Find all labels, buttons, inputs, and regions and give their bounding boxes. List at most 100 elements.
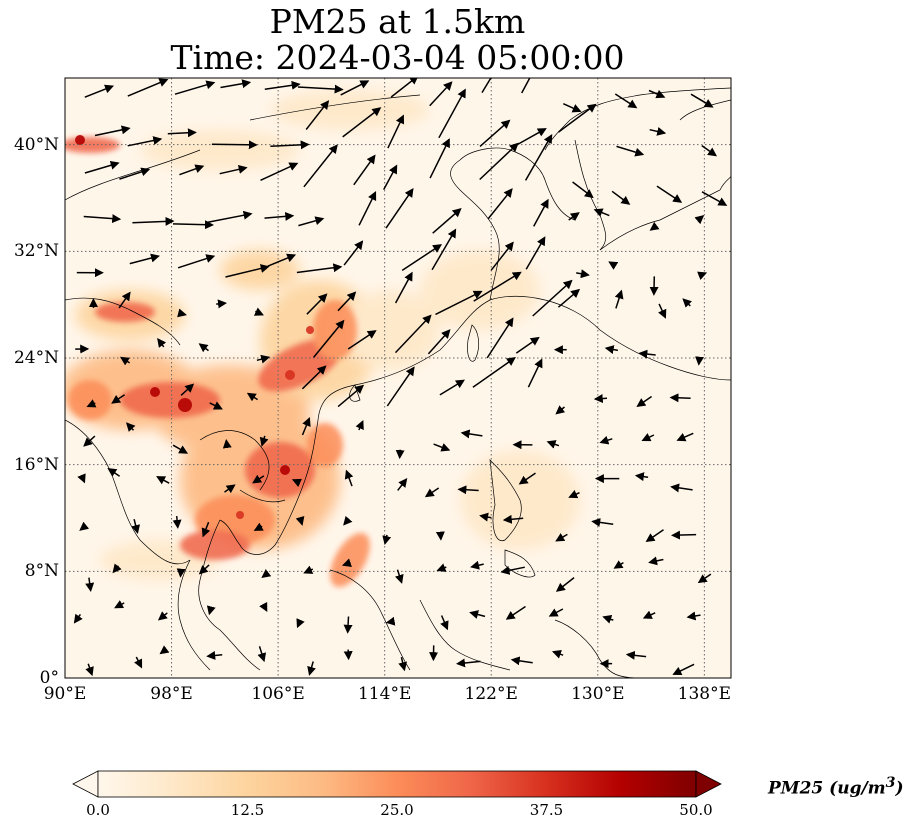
wind-arrow [267,253,297,267]
wind-arrow [385,616,396,626]
wind-arrow [672,663,695,675]
wind-arrow [85,663,94,677]
wind-arrow [505,605,526,620]
map-frame [64,77,732,679]
wind-arrow [642,610,656,619]
wind-arrow [305,100,330,130]
wind-arrow [394,271,413,304]
wind-arrow [291,478,302,488]
wind-arrow [429,81,453,107]
wind-arrow [159,645,170,655]
wind-arrow [649,221,660,231]
wind-arrow [479,119,511,147]
wind-arrow [252,474,265,484]
colorbar-label-close: ) [895,778,904,799]
wind-arrow [157,611,168,621]
wind-arrow [616,145,645,157]
wind-arrow [439,379,465,396]
wind-arrow [387,114,405,149]
wind-arrow [385,187,414,229]
wind-arrow [125,422,136,432]
wind-arrow [427,329,451,355]
wind-arrow [472,357,516,388]
wind-arrow [438,88,466,139]
wind-arrow [206,651,223,660]
wind-arrow [134,656,143,669]
map-title-line2: Time: 2024-03-04 05:00:00 [170,38,625,77]
wind-arrow [432,208,462,234]
wind-arrow [296,618,305,629]
wind-arrow [216,299,227,309]
wind-arrow [562,103,582,113]
wind-arrow [84,160,120,174]
wind-arrow [132,216,175,226]
wind-arrow [568,489,580,499]
wind-arrow [253,307,264,316]
lat-tick-label: 32°N [13,241,59,262]
wind-arrow [701,191,728,206]
wind-arrow [86,399,97,408]
wind-arrow [394,314,432,354]
wind-arrow [172,516,182,529]
wind-arrow [456,658,481,668]
wind-arrow [479,142,519,181]
lon-tick-label: 130°E [571,684,625,704]
wind-arrow [156,476,170,485]
wind-arrow [225,264,270,278]
wind-arrow [546,440,560,449]
colorbar [72,770,722,798]
wind-arrow [172,444,189,454]
wind-arrow [386,366,415,407]
wind-arrow [112,563,122,574]
wind-arrow [341,558,352,567]
wind-arrow [85,577,95,592]
wind-arrow [510,656,533,666]
wind-arrow [697,271,708,280]
colorbar-tick-label: 0.0 [86,801,110,819]
wind-arrow [481,78,492,93]
wind-arrow [297,84,344,94]
lon-tick-label: 106°E [251,684,305,704]
wind-arrow [634,472,649,482]
wind-arrow [695,356,705,366]
wind-arrow [473,271,522,302]
colorbar-label: PM25 (ug/m3) [768,775,904,799]
wind-arrow [382,534,392,545]
lon-tick-label: 90°E [43,684,87,704]
wind-arrow [658,303,667,319]
lat-tick-label: 24°N [13,348,59,368]
wind-arrow [398,657,408,672]
wind-arrow [220,79,252,89]
wind-arrow [604,345,619,355]
wind-arrow [568,212,580,222]
wind-arrow [129,253,160,265]
wind-arrow [527,358,543,388]
wind-arrow [301,417,311,436]
wind-arrow [555,405,566,415]
wind-arrow [157,338,167,348]
colorbar-label-text: PM25 (ug/m [768,778,886,799]
wind-arrow [557,288,581,308]
wind-arrow [264,211,295,221]
wind-arrow [460,429,483,439]
wind-arrow [599,435,613,445]
wind-arrow [682,298,692,308]
wind-arrow [670,483,693,493]
lon-tick-label: 114°E [357,684,412,704]
wind-arrow [119,356,131,366]
wind-arrow [344,469,354,487]
wind-arrow [558,103,597,133]
wind-arrow [383,164,398,190]
colorbar-tick-label: 12.5 [230,801,265,819]
wind-arrow [107,467,121,477]
wind-arrow [342,107,382,138]
wind-arrow [177,308,187,318]
wind-arrow [521,78,531,94]
wind-arrow [638,349,656,359]
colorbar-gradient [97,770,697,798]
lon-tick-label: 122°E [464,684,518,704]
wind-arrow [576,269,590,279]
wind-arrow [614,289,624,309]
wind-arrow [533,198,549,227]
map-area [65,78,731,678]
